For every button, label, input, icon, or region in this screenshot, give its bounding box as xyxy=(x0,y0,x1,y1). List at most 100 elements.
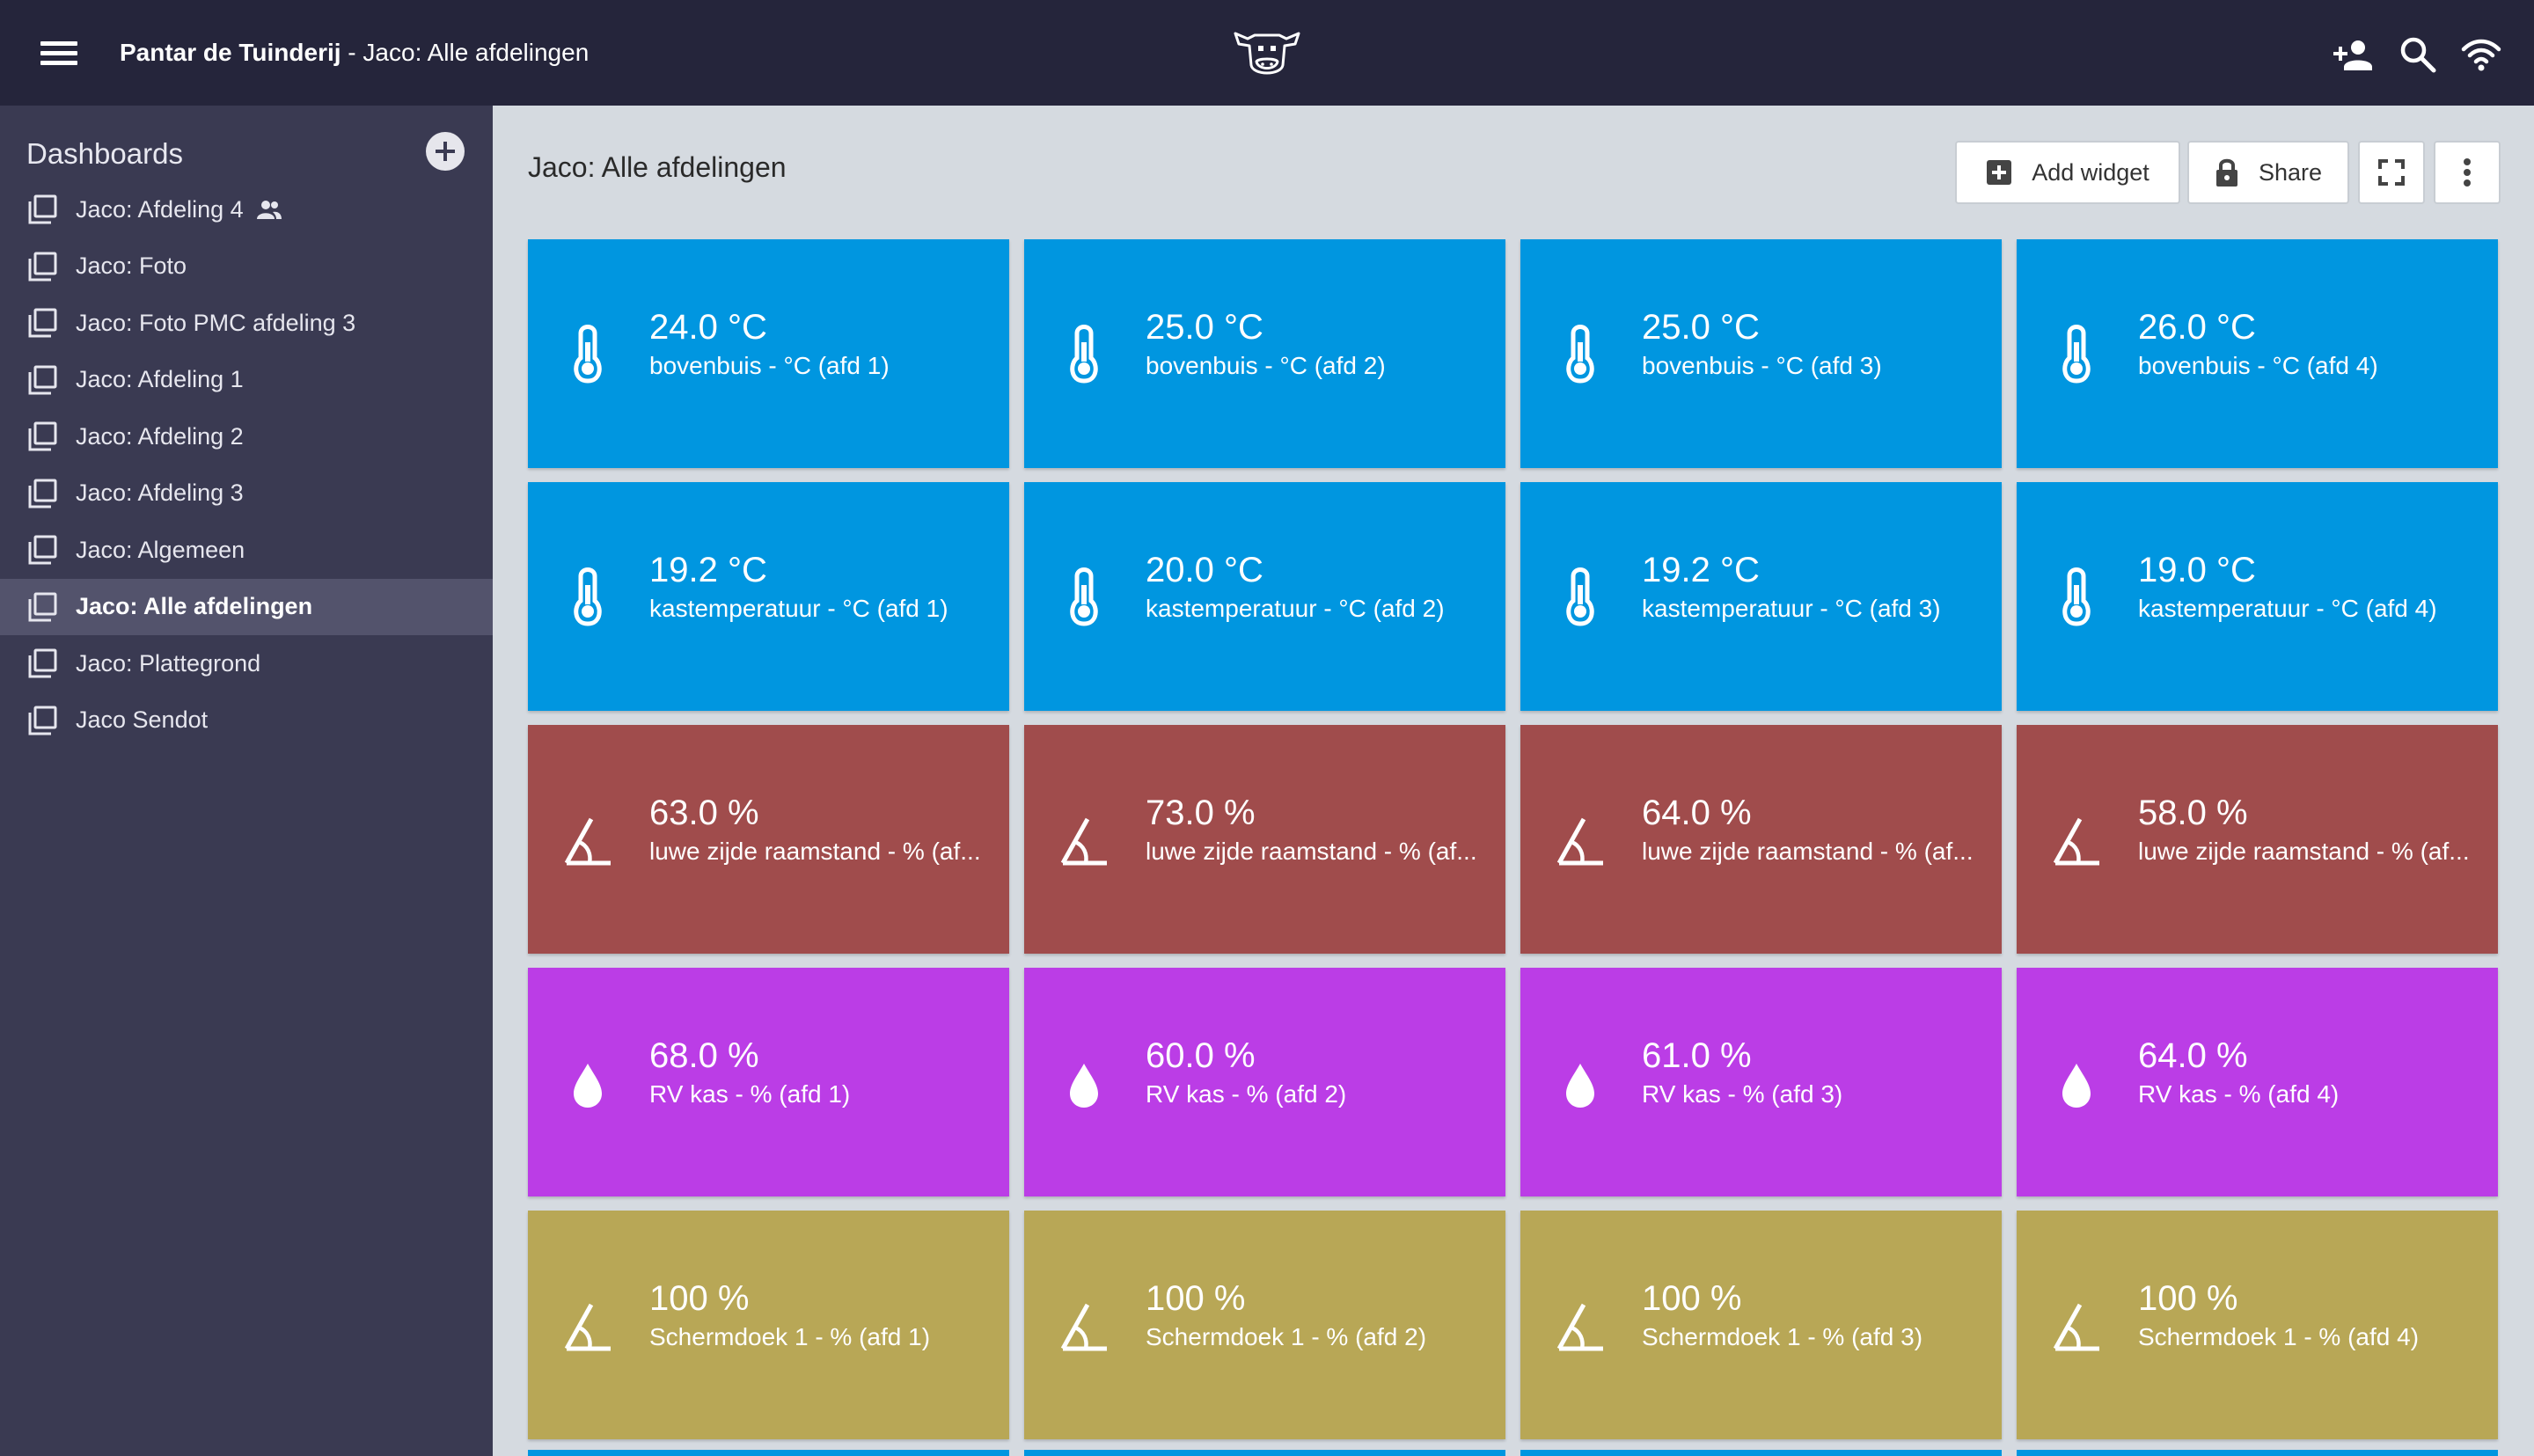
angle-icon xyxy=(561,808,614,870)
widget-tile[interactable]: 64.0 % luwe zijde raamstand - % (af... xyxy=(1520,725,2002,954)
title-separator: - xyxy=(341,39,363,66)
more-vert-icon xyxy=(2464,158,2471,187)
shared-people-icon xyxy=(256,196,282,223)
widget-label: Schermdoek 1 - % (afd 2) xyxy=(1146,1323,1427,1350)
sidebar-item-label: Jaco: Afdeling 2 xyxy=(76,422,244,450)
widget-tile[interactable]: 63.0 % luwe zijde raamstand - % (af... xyxy=(528,725,1009,954)
current-dashboard-name: Jaco: Alle afdelingen xyxy=(363,39,590,66)
angle-icon xyxy=(1554,1294,1607,1356)
sidebar-item-label: Jaco: Afdeling 1 xyxy=(76,366,244,393)
top-bar: Pantar de Tuinderij - Jaco: Alle afdelin… xyxy=(0,0,2534,106)
widget-value: 26.0 °C xyxy=(2138,308,2256,347)
cow-logo[interactable] xyxy=(1230,25,1304,81)
widget-value: 19.2 °C xyxy=(1642,551,1760,589)
thermometer-icon xyxy=(1554,323,1607,384)
widget-label: Schermdoek 1 - % (afd 3) xyxy=(1642,1323,1923,1350)
widget-value: 100 % xyxy=(1642,1279,1742,1318)
dashboard-icon xyxy=(26,421,58,452)
sidebar-item-jaco-afdeling-2[interactable]: Jaco: Afdeling 2 xyxy=(0,408,493,465)
widget-tile[interactable]: 19.2 °C kastemperatuur - °C (afd 1) xyxy=(528,482,1009,711)
fullscreen-button[interactable] xyxy=(2358,141,2425,204)
more-options-button[interactable] xyxy=(2434,141,2501,204)
widget-tile[interactable]: 68.0 % RV kas - % (afd 1) xyxy=(528,968,1009,1196)
add-user-icon[interactable] xyxy=(2332,33,2374,76)
widget-tile[interactable]: 64.0 % RV kas - % (afd 4) xyxy=(2017,968,2498,1196)
thermometer-icon xyxy=(1058,323,1110,384)
sidebar-item-jaco-afdeling-3[interactable]: Jaco: Afdeling 3 xyxy=(0,465,493,523)
widget-tile[interactable]: 100 % Schermdoek 1 - % (afd 1) xyxy=(528,1211,1009,1439)
widget-label: luwe zijde raamstand - % (af... xyxy=(649,838,981,865)
water-drop-icon xyxy=(1058,1051,1110,1113)
widget-tile[interactable]: 73.0 % luwe zijde raamstand - % (af... xyxy=(1024,725,1505,954)
share-button[interactable]: Share xyxy=(2187,141,2349,204)
widget-tile[interactable]: 100 % Schermdoek 1 - % (afd 2) xyxy=(1024,1211,1505,1439)
widget-tile[interactable]: 100 % Schermdoek 1 - % (afd 4) xyxy=(2017,1211,2498,1439)
app-title: Pantar de Tuinderij - Jaco: Alle afdelin… xyxy=(120,0,589,106)
next-row-peek xyxy=(528,1450,2501,1456)
thermometer-icon xyxy=(561,566,614,627)
dashboard-icon xyxy=(26,591,58,623)
widget-tile[interactable]: 26.0 °C bovenbuis - °C (afd 4) xyxy=(2017,239,2498,468)
angle-icon xyxy=(1554,808,1607,870)
widget-tile[interactable]: 61.0 % RV kas - % (afd 3) xyxy=(1520,968,2002,1196)
widget-label: kastemperatuur - °C (afd 2) xyxy=(1146,595,1445,622)
sidebar-item-label: Jaco: Afdeling 4 xyxy=(76,195,244,223)
menu-icon[interactable] xyxy=(35,33,83,72)
widget-value: 20.0 °C xyxy=(1146,551,1263,589)
organization-name: Pantar de Tuinderij xyxy=(120,39,341,66)
wifi-icon[interactable] xyxy=(2460,33,2502,76)
sidebar-item-jaco-foto-pmc-afdeling-3[interactable]: Jaco: Foto PMC afdeling 3 xyxy=(0,295,493,352)
sidebar-item-jaco-afdeling-4[interactable]: Jaco: Afdeling 4 xyxy=(0,181,493,238)
widget-value: 100 % xyxy=(2138,1279,2238,1318)
sidebar-item-jaco-plattegrond[interactable]: Jaco: Plattegrond xyxy=(0,635,493,692)
widget-tile[interactable]: 25.0 °C bovenbuis - °C (afd 2) xyxy=(1024,239,1505,468)
page-title: Jaco: Alle afdelingen xyxy=(528,151,787,183)
water-drop-icon xyxy=(2050,1051,2103,1113)
sidebar-item-label: Jaco: Plattegrond xyxy=(76,649,261,677)
sidebar-item-jaco-afdeling-1[interactable]: Jaco: Afdeling 1 xyxy=(0,352,493,409)
widget-tile[interactable]: 100 % Schermdoek 1 - % (afd 3) xyxy=(1520,1211,2002,1439)
widget-tile[interactable]: 60.0 % RV kas - % (afd 2) xyxy=(1024,968,1505,1196)
sidebar-item-jaco-foto[interactable]: Jaco: Foto xyxy=(0,238,493,296)
sidebar-item-label: Jaco: Algemeen xyxy=(76,536,245,563)
main-content: Jaco: Alle afdelingen Add widget Share 2… xyxy=(493,106,2534,1456)
dashboard-icon xyxy=(26,194,58,225)
dashboard-icon xyxy=(26,307,58,339)
widget-label: luwe zijde raamstand - % (af... xyxy=(1642,838,1974,865)
thermometer-icon xyxy=(2050,566,2103,627)
widget-value: 25.0 °C xyxy=(1146,308,1263,347)
sidebar-item-jaco-alle-afdelingen[interactable]: Jaco: Alle afdelingen xyxy=(0,578,493,635)
sidebar-item-jaco-algemeen[interactable]: Jaco: Algemeen xyxy=(0,522,493,579)
add-dashboard-button[interactable] xyxy=(426,132,465,171)
widget-value: 64.0 % xyxy=(1642,794,1752,832)
search-icon[interactable] xyxy=(2397,33,2439,76)
thermometer-icon xyxy=(1058,566,1110,627)
widget-label: bovenbuis - °C (afd 1) xyxy=(649,352,890,379)
widget-value: 60.0 % xyxy=(1146,1036,1256,1075)
widget-tile[interactable]: 58.0 % luwe zijde raamstand - % (af... xyxy=(2017,725,2498,954)
widget-tile[interactable]: 25.0 °C bovenbuis - °C (afd 3) xyxy=(1520,239,2002,468)
widget-tile[interactable]: 20.0 °C kastemperatuur - °C (afd 2) xyxy=(1024,482,1505,711)
widget-value: 25.0 °C xyxy=(1642,308,1760,347)
widget-tile[interactable]: 19.0 °C kastemperatuur - °C (afd 4) xyxy=(2017,482,2498,711)
widget-grid: 24.0 °C bovenbuis - °C (afd 1) 25.0 °C bove… xyxy=(528,239,2501,1439)
sidebar-item-label: Jaco: Foto PMC afdeling 3 xyxy=(76,309,356,336)
lock-icon xyxy=(2215,158,2237,187)
dashboard-icon xyxy=(26,648,58,679)
add-widget-button[interactable]: Add widget xyxy=(1955,141,2180,204)
dashboard-icon xyxy=(26,478,58,509)
widget-tile[interactable]: 19.2 °C kastemperatuur - °C (afd 3) xyxy=(1520,482,2002,711)
widget-label: Schermdoek 1 - % (afd 4) xyxy=(2138,1323,2420,1350)
widget-value: 100 % xyxy=(1146,1279,1246,1318)
widget-tile[interactable]: 24.0 °C bovenbuis - °C (afd 1) xyxy=(528,239,1009,468)
widget-label: kastemperatuur - °C (afd 1) xyxy=(649,595,948,622)
widget-label: Schermdoek 1 - % (afd 1) xyxy=(649,1323,931,1350)
dashboard-icon xyxy=(26,251,58,282)
sidebar-item-jaco-sendot[interactable]: Jaco Sendot xyxy=(0,692,493,750)
widget-label: RV kas - % (afd 2) xyxy=(1146,1080,1347,1108)
widget-value: 64.0 % xyxy=(2138,1036,2248,1075)
sidebar-item-label: Jaco: Foto xyxy=(76,252,187,280)
dashboard-icon xyxy=(26,705,58,736)
widget-value: 63.0 % xyxy=(649,794,759,832)
thermometer-icon xyxy=(2050,323,2103,384)
